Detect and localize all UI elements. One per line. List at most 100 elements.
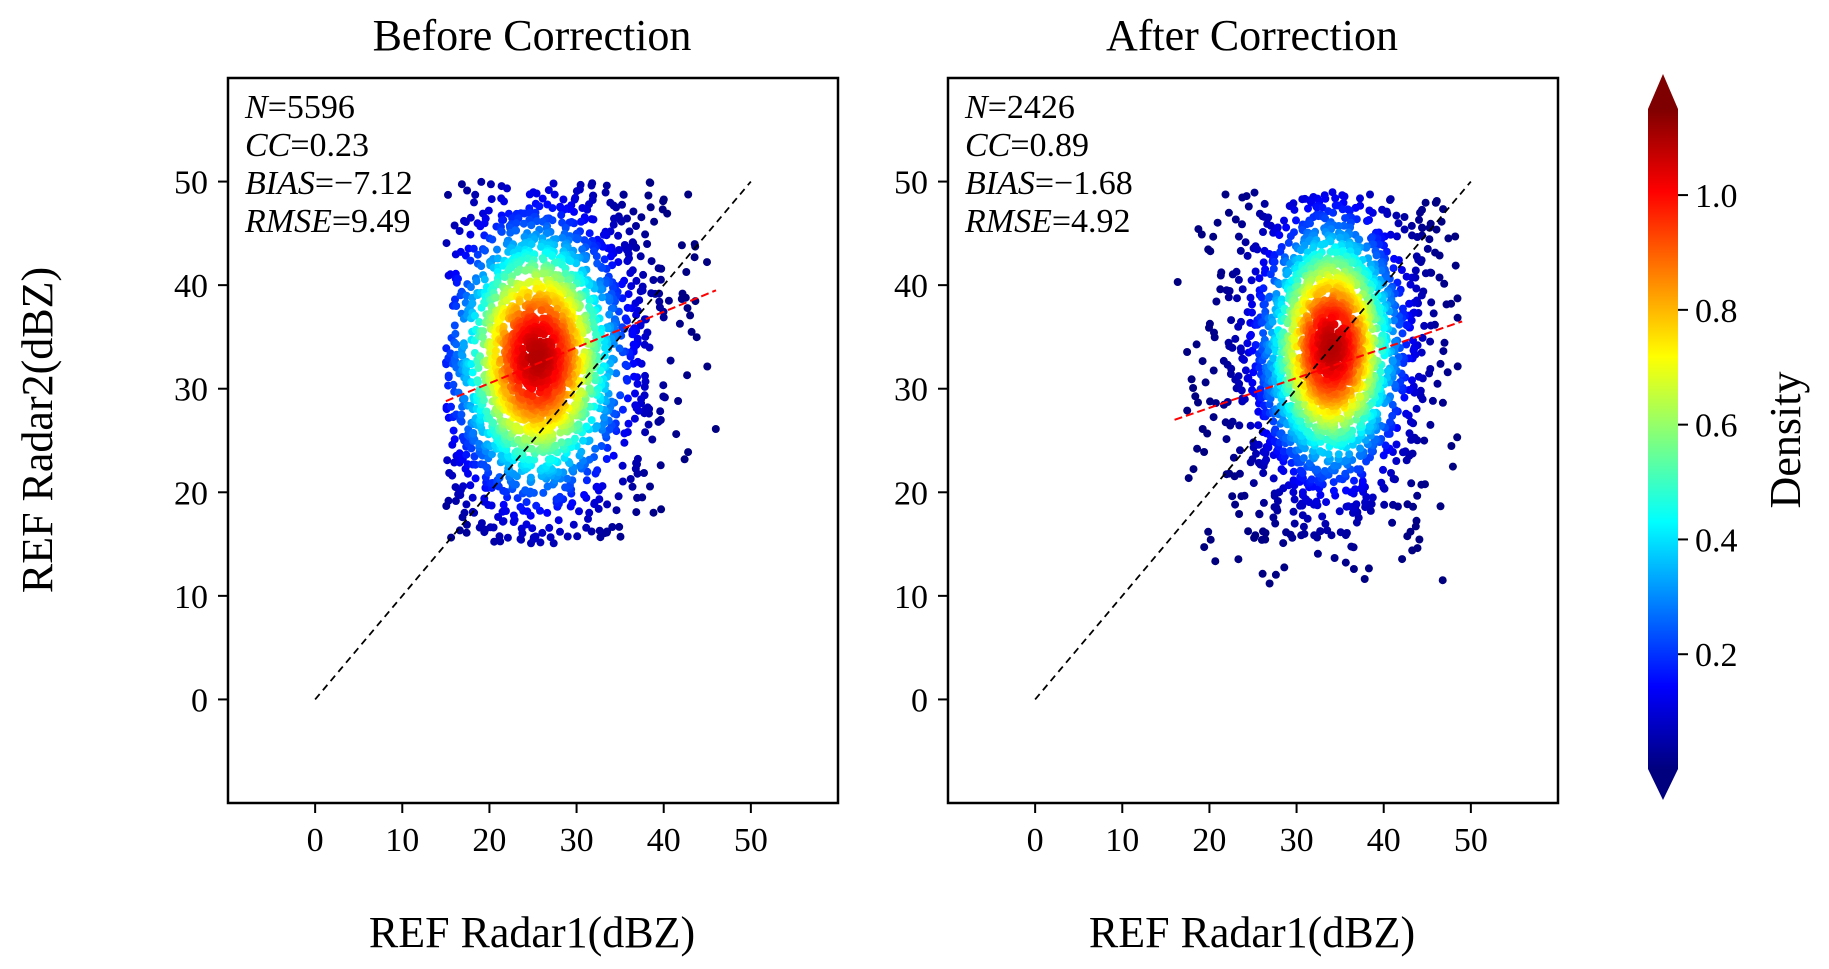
stat-value: 5596: [287, 89, 355, 126]
scatter-point: [1292, 453, 1301, 462]
scatter-point: [1377, 266, 1386, 275]
scatter-point: [1447, 442, 1456, 450]
y-tick-label: 0: [911, 682, 928, 719]
scatter-point: [1259, 228, 1267, 236]
scatter-point: [530, 455, 539, 464]
scatter-point: [1197, 230, 1206, 239]
scatter-point: [509, 511, 518, 520]
scatter-point: [1335, 474, 1344, 483]
scatter-point: [1232, 267, 1241, 276]
scatter-point: [1269, 264, 1278, 273]
scatter-point: [1227, 364, 1236, 373]
scatter-point: [675, 319, 684, 328]
scatter-point: [1247, 276, 1256, 285]
scatter-point: [656, 461, 665, 470]
scatter-point: [628, 482, 637, 491]
stat-operator: =: [1052, 203, 1071, 240]
scatter-point: [644, 191, 653, 200]
scatter-point: [1415, 535, 1424, 544]
scatter-point: [1235, 469, 1244, 478]
scatter-point: [1259, 498, 1268, 507]
scatter-point: [1255, 363, 1264, 372]
scatter-point: [451, 329, 460, 338]
scatter-point: [659, 313, 668, 322]
scatter-point: [632, 311, 641, 320]
x-tick-label: 0: [307, 822, 324, 859]
scatter-point: [627, 282, 636, 291]
scatter-point: [1331, 201, 1340, 210]
scatter-point: [615, 344, 624, 353]
scatter-point: [1356, 194, 1364, 203]
scatter-point: [640, 469, 648, 477]
stat-line: BIAS=−7.12: [245, 165, 413, 202]
scatter-point: [664, 296, 673, 305]
scatter-point: [1345, 450, 1354, 459]
scatter-point: [1213, 218, 1222, 227]
scatter-point: [499, 500, 508, 509]
scatter-point: [1269, 354, 1278, 363]
stat-value: −1.68: [1054, 165, 1133, 202]
scatter-point: [632, 222, 640, 230]
scatter-point: [1271, 570, 1280, 579]
scatter-point: [1247, 330, 1255, 339]
scatter-point: [484, 206, 493, 215]
scatter-point: [563, 532, 572, 541]
scatter-point: [1250, 188, 1259, 197]
x-axis: 0 10 20 30 40 50: [1027, 803, 1488, 859]
scatter-point: [467, 360, 476, 369]
scatter-point: [512, 226, 521, 235]
scatter-point: [1313, 465, 1322, 474]
scatter-point: [1244, 527, 1253, 536]
scatter-point: [559, 195, 568, 204]
scatter-point: [1284, 267, 1293, 276]
scatter-point: [1251, 341, 1260, 349]
scatter-point: [548, 204, 557, 213]
scatter-point: [640, 340, 649, 349]
scatter-point: [450, 221, 459, 230]
stat-value: 9.49: [351, 203, 411, 240]
scatter-point: [1321, 519, 1330, 528]
scatter-point: [618, 323, 627, 332]
colorbar-ticks: 0.20.40.60.81.0: [1678, 178, 1738, 674]
scatter-point: [655, 303, 664, 312]
scatter-point: [1234, 232, 1243, 241]
scatter-point: [476, 352, 484, 361]
scatter-point: [501, 507, 510, 515]
scatter-point: [1249, 368, 1258, 377]
scatter-point: [459, 482, 468, 491]
scatter-point: [1238, 220, 1246, 229]
scatter-point: [684, 448, 693, 457]
scatter-point: [1347, 542, 1356, 551]
scatter-point: [1304, 427, 1313, 436]
scatter-point: [1390, 380, 1399, 389]
scatter-point: [1392, 211, 1401, 220]
scatter-point: [1316, 491, 1325, 499]
scatter-point: [1387, 469, 1395, 477]
scatter-point: [592, 483, 601, 492]
scatter-point: [1296, 416, 1305, 425]
scatter-point: [647, 257, 656, 266]
scatter-point: [1223, 398, 1232, 406]
scatter-point: [1360, 575, 1369, 583]
scatter-point: [600, 255, 609, 264]
panel-title: Before Correction: [373, 11, 692, 60]
scatter-point: [1201, 378, 1210, 387]
scatter-point: [1241, 238, 1250, 247]
scatter-point: [1231, 334, 1240, 343]
scatter-point: [460, 394, 469, 403]
scatter-point: [447, 402, 455, 411]
scatter-point: [512, 422, 521, 431]
scatter-point: [1316, 447, 1325, 456]
scatter-point: [463, 186, 472, 195]
scatter-point: [565, 256, 574, 265]
one-to-one-line: [314, 180, 752, 701]
scatter-point: [1415, 215, 1423, 224]
scatter-point: [596, 366, 605, 375]
scatter-point: [1233, 294, 1241, 303]
scatter-point: [637, 213, 646, 222]
scatter-point: [1279, 467, 1288, 476]
scatter-point: [1417, 348, 1426, 357]
stat-variable: N: [964, 89, 990, 126]
x-axis: 0 10 20 30 40 50: [307, 803, 768, 859]
